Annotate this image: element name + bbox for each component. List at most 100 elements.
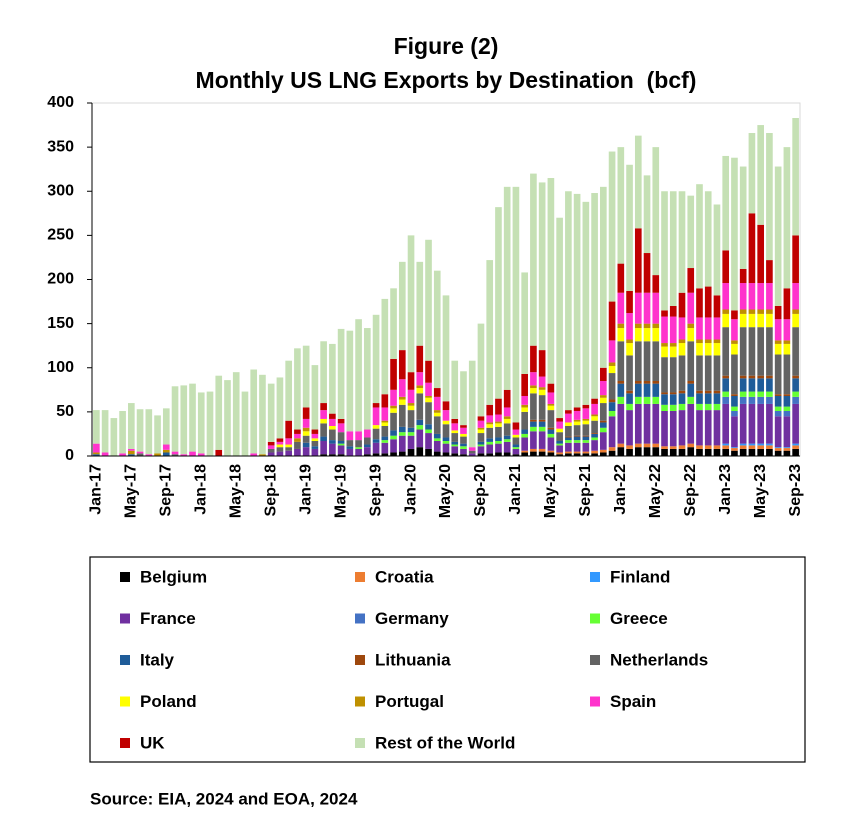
bar-segment <box>661 357 668 393</box>
bar-segment <box>136 451 144 454</box>
bar-segment <box>162 408 170 445</box>
bar-segment <box>442 440 450 444</box>
bar-segment <box>276 444 284 448</box>
bar-segment <box>329 443 336 455</box>
bar-segment <box>582 420 590 425</box>
bar-segment <box>512 444 520 448</box>
bar-segment <box>792 309 799 314</box>
bar-segment <box>608 410 616 417</box>
bar-segment <box>425 429 432 434</box>
bar-segment <box>608 450 616 456</box>
bar-segment <box>407 389 415 404</box>
x-tick-label: May-23 <box>752 464 769 518</box>
bar-segment <box>547 392 555 404</box>
bar-segment <box>634 403 642 444</box>
legend-swatch <box>355 738 365 748</box>
bar-segment <box>687 380 695 384</box>
bar-segment <box>547 429 555 434</box>
bar-segment <box>311 440 319 447</box>
bar-segment <box>495 398 502 415</box>
bar-segment <box>678 292 686 318</box>
bar-segment <box>241 391 249 456</box>
bar-segment <box>477 441 485 445</box>
bar-segment <box>713 445 721 449</box>
bar-segment <box>634 328 642 342</box>
bar-segment <box>748 313 756 328</box>
bar-segment <box>530 419 537 422</box>
bar-segment <box>766 260 773 284</box>
bar-segment <box>565 191 572 411</box>
bar-segment <box>302 435 310 443</box>
bar-segment <box>530 393 537 420</box>
bar-segment <box>530 426 537 432</box>
bar-segment <box>643 328 651 342</box>
bar-segment <box>329 440 336 444</box>
bar-segment <box>495 207 502 399</box>
bar-segment <box>407 403 415 406</box>
bar-segment <box>766 448 773 456</box>
bar-segment <box>407 448 415 456</box>
bar-segment <box>783 288 791 320</box>
bar-segment <box>503 418 511 424</box>
bar-segment <box>416 419 424 426</box>
bar-segment <box>608 447 616 451</box>
bar-segment <box>626 448 633 456</box>
bar-segment <box>792 327 799 376</box>
bar-segment <box>739 391 747 397</box>
bar-segment <box>390 435 397 440</box>
bar-segment <box>608 301 616 341</box>
bar-segment <box>582 442 590 452</box>
bar-segment <box>757 283 764 310</box>
bar-segment <box>704 390 712 394</box>
bar-segment <box>774 343 782 355</box>
bar-segment <box>320 423 327 437</box>
bar-segment <box>731 406 738 411</box>
bar-segment <box>766 396 773 404</box>
bar-segment <box>355 319 362 432</box>
bar-segment <box>600 449 607 453</box>
bar-segment <box>416 393 424 420</box>
bar-segment <box>433 438 441 441</box>
bar-segment <box>713 355 721 391</box>
bar-segment <box>93 454 100 456</box>
bar-segment <box>477 429 485 434</box>
bar-segment <box>477 323 485 417</box>
legend-swatch <box>590 613 600 624</box>
bar-segment <box>512 422 520 430</box>
bar-segment <box>713 295 721 318</box>
bar-segment <box>731 310 738 320</box>
bar-segment <box>792 396 799 404</box>
bar-segment <box>556 445 563 453</box>
bar-segment <box>722 313 730 328</box>
bar-segment <box>538 421 546 427</box>
bar-segment <box>433 440 441 452</box>
bar-segment <box>757 309 764 314</box>
bar-segment <box>364 444 371 448</box>
bar-segment <box>259 454 266 456</box>
bar-segment <box>783 410 791 417</box>
legend-label: UK <box>140 733 165 752</box>
bar-segment <box>119 410 126 454</box>
bar-segment <box>739 166 747 269</box>
bar-segment <box>355 448 362 456</box>
bar-segment <box>669 448 677 456</box>
bar-segment <box>669 392 677 395</box>
bar-segment <box>337 440 345 444</box>
bar-segment <box>591 193 598 399</box>
bar-segment <box>311 448 319 456</box>
bar-segment <box>486 415 494 423</box>
bar-segment <box>442 443 450 453</box>
bar-segment <box>390 439 397 453</box>
bar-segment <box>364 454 371 456</box>
bar-segment <box>521 452 528 456</box>
bar-segment <box>556 217 563 419</box>
bar-segment <box>538 387 546 390</box>
bar-segment <box>600 367 607 381</box>
bar-segment <box>748 327 756 376</box>
bar-segment <box>617 263 625 293</box>
legend-label: Portugal <box>375 692 444 711</box>
bar-segment <box>460 446 467 449</box>
bar-segment <box>792 378 799 392</box>
bar-segment <box>687 396 695 404</box>
bar-segment <box>608 399 616 403</box>
